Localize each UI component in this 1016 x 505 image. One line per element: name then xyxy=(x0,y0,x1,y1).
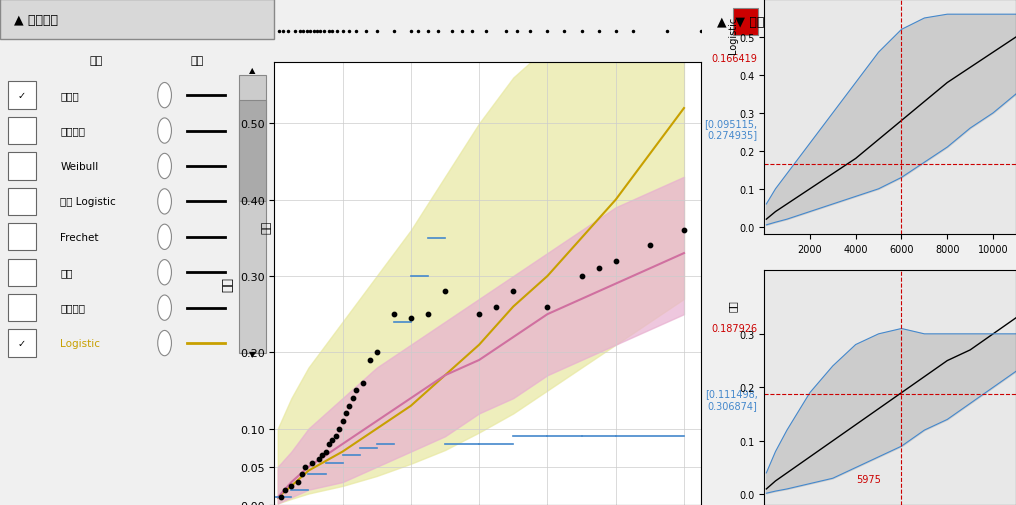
Point xyxy=(304,459,320,467)
Point xyxy=(283,482,300,490)
Point xyxy=(338,410,355,418)
Point xyxy=(676,227,692,235)
Point xyxy=(314,451,330,460)
Text: Logistic: Logistic xyxy=(60,338,101,348)
Text: 0.166419: 0.166419 xyxy=(712,54,758,64)
Point xyxy=(294,471,310,479)
Text: ▲ 比较分布: ▲ 比较分布 xyxy=(14,14,58,27)
Text: ▲  ▼ 分布刻画器: ▲ ▼ 分布刻画器 xyxy=(717,16,786,29)
FancyBboxPatch shape xyxy=(8,82,37,110)
Point xyxy=(321,440,337,448)
Text: 非参数: 非参数 xyxy=(60,91,79,101)
Point xyxy=(327,432,343,440)
Circle shape xyxy=(157,331,172,356)
Point xyxy=(437,288,453,296)
Text: 对数 Logistic: 对数 Logistic xyxy=(60,197,116,207)
Point xyxy=(590,265,607,273)
Point xyxy=(362,356,378,364)
Circle shape xyxy=(157,119,172,144)
Point xyxy=(341,402,358,410)
FancyBboxPatch shape xyxy=(239,76,266,353)
FancyBboxPatch shape xyxy=(733,9,758,35)
FancyBboxPatch shape xyxy=(8,118,37,145)
Text: Logistic: Logistic xyxy=(727,17,738,54)
Point xyxy=(324,436,340,444)
Text: 正态: 正态 xyxy=(60,268,73,278)
Text: 对数正态: 对数正态 xyxy=(60,126,85,136)
Point xyxy=(297,463,313,471)
Point xyxy=(317,447,333,456)
FancyBboxPatch shape xyxy=(239,101,266,202)
Text: 尺度: 尺度 xyxy=(191,56,204,66)
Circle shape xyxy=(157,189,172,215)
Circle shape xyxy=(157,260,172,285)
Point xyxy=(344,394,361,402)
FancyBboxPatch shape xyxy=(8,224,37,251)
FancyBboxPatch shape xyxy=(8,188,37,216)
Point xyxy=(276,486,293,494)
Text: 0.187926: 0.187926 xyxy=(711,324,758,334)
Point xyxy=(488,303,504,311)
Circle shape xyxy=(157,225,172,250)
Text: ✓: ✓ xyxy=(18,338,26,348)
Text: [0.095115,
0.274935]: [0.095115, 0.274935] xyxy=(705,118,758,140)
FancyBboxPatch shape xyxy=(8,259,37,286)
Point xyxy=(311,455,327,463)
Point xyxy=(420,311,436,319)
Circle shape xyxy=(157,154,172,179)
Text: 最小极值: 最小极值 xyxy=(60,303,85,313)
Point xyxy=(273,493,290,501)
Point xyxy=(471,311,488,319)
FancyBboxPatch shape xyxy=(8,330,37,357)
Circle shape xyxy=(157,295,172,321)
Point xyxy=(505,288,521,296)
FancyBboxPatch shape xyxy=(8,153,37,180)
Point xyxy=(608,257,624,265)
Text: 5975: 5975 xyxy=(856,474,881,484)
Point xyxy=(348,387,365,395)
Text: ✓: ✓ xyxy=(18,91,26,101)
Point xyxy=(355,379,371,387)
Point xyxy=(642,242,658,250)
Text: Weibull: Weibull xyxy=(60,162,99,172)
Point xyxy=(334,417,351,425)
Text: [0.111498,
0.306874]: [0.111498, 0.306874] xyxy=(705,388,758,410)
FancyBboxPatch shape xyxy=(0,0,274,40)
Point xyxy=(369,348,385,357)
Text: ▼: ▼ xyxy=(249,349,256,358)
Point xyxy=(331,425,347,433)
Text: Frechet: Frechet xyxy=(60,232,99,242)
Text: 分布: 分布 xyxy=(89,56,103,66)
Point xyxy=(386,311,402,319)
Circle shape xyxy=(157,83,172,109)
Point xyxy=(402,314,419,322)
Text: 指数: 指数 xyxy=(727,299,738,311)
Text: 概率: 概率 xyxy=(261,221,271,234)
Point xyxy=(573,272,589,280)
Y-axis label: 概率: 概率 xyxy=(221,277,235,291)
Point xyxy=(291,478,307,486)
FancyBboxPatch shape xyxy=(8,294,37,322)
Text: ▲: ▲ xyxy=(249,66,256,75)
Point xyxy=(539,303,556,311)
